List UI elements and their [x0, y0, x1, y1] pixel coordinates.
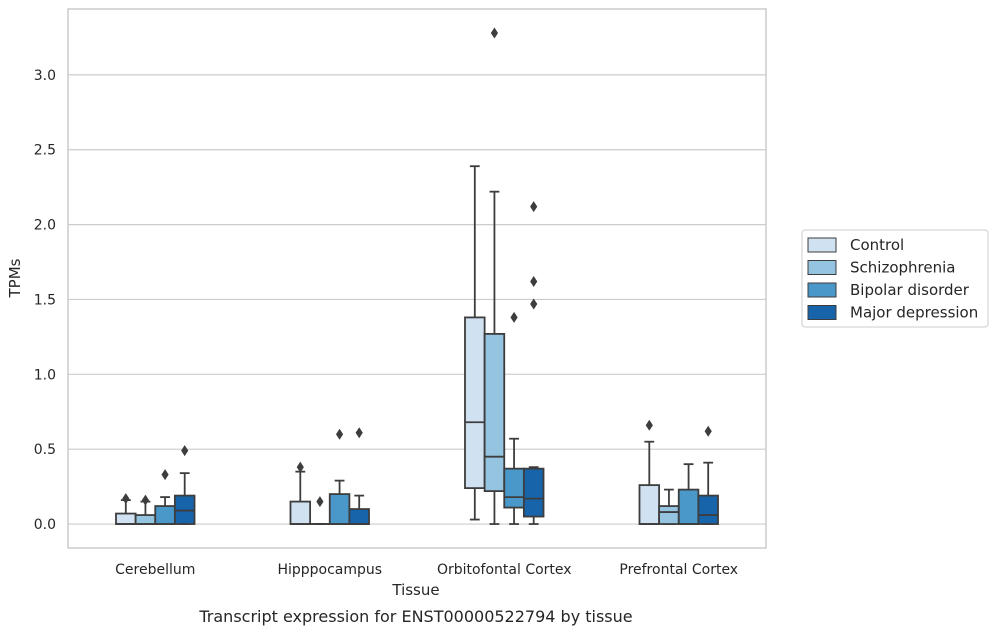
outlier-point: [335, 428, 344, 440]
outlier-point: [645, 419, 653, 431]
legend-frame: [801, 229, 989, 328]
box-bipolar-disorder-cerebellum: [154, 469, 176, 525]
outlier-point: [510, 311, 518, 323]
box-major-depression-cerebellum: [173, 445, 196, 525]
box-control-hipppocampus: [289, 461, 312, 525]
box-schizophrenia-orbitofontal-cortex: [483, 27, 506, 525]
legend-swatch: [807, 260, 837, 275]
x-tick-label: Cerebellum: [115, 562, 195, 578]
box-body: [115, 512, 137, 525]
outlier-point: [490, 27, 499, 39]
box-body: [348, 508, 370, 525]
outlier-point: [316, 496, 324, 508]
y-axis-ticks: 0.0 0.5 1.0 1.5 2.0 2.5 3.0: [34, 68, 56, 533]
box-schizophrenia-cerebellum: [134, 494, 157, 525]
legend-swatch: [807, 282, 837, 298]
x-tick-label: Prefrontal Cortex: [619, 562, 738, 578]
outlier-point: [161, 469, 169, 481]
box-body: [658, 505, 680, 525]
box-body: [697, 494, 719, 525]
box-major-depression-hipppocampus: [348, 427, 370, 525]
x-tick-label: Hipppocampus: [277, 562, 382, 578]
chart-caption: Transcript expression for ENST0000052279…: [198, 607, 632, 626]
outlier-point: [181, 445, 189, 457]
outlier-point: [530, 201, 538, 213]
y-tick-label: 0.5: [34, 442, 56, 458]
outlier-point: [530, 298, 538, 310]
legend-swatch: [807, 237, 837, 253]
box-body: [134, 514, 157, 525]
box-body: [328, 493, 351, 525]
y-axis-label: TPMs: [6, 258, 24, 298]
box-control-orbitofontal-cortex: [464, 165, 486, 521]
box-major-depression-orbitofontal-cortex: [522, 201, 545, 525]
legend: Control Schizophrenia Bipolar disorder Majo…: [801, 229, 989, 328]
outlier-point: [122, 493, 130, 505]
plot-frame: [67, 8, 767, 549]
outlier-point: [355, 427, 363, 439]
box-control-cerebellum: [115, 493, 137, 525]
legend-label: Control: [850, 236, 904, 254]
x-axis-label: Tissue: [391, 581, 439, 599]
box-body: [154, 505, 176, 525]
legend-label: Schizophrenia: [850, 259, 955, 277]
y-tick-label: 1.5: [34, 292, 56, 308]
y-tick-label: 2.5: [34, 143, 56, 159]
outlier-point: [704, 425, 712, 437]
y-tick-label: 1.0: [34, 367, 56, 383]
box-body: [522, 467, 545, 518]
outlier-point: [296, 461, 304, 473]
box-bipolar-disorder-orbitofontal-cortex: [503, 311, 525, 525]
box-major-depression-prefrontal-cortex: [697, 425, 719, 525]
box-body: [483, 332, 506, 493]
x-axis-ticks: Cerebellum Hipppocampus Orbitofontal Corte…: [115, 562, 738, 578]
box-bipolar-disorder-hipppocampus: [328, 428, 351, 525]
y-tick-label: 0.0: [34, 517, 56, 533]
y-tick-label: 2.0: [34, 218, 56, 234]
legend-label: Bipolar disorder: [850, 281, 970, 299]
box-body: [638, 484, 661, 525]
box-body: [503, 467, 525, 509]
box-body: [464, 316, 486, 490]
box-control-prefrontal-cortex: [638, 419, 661, 525]
outlier-point: [141, 494, 150, 506]
box-series: [115, 27, 719, 525]
legend-label: Major depression: [850, 304, 978, 322]
x-tick-label: Orbitofontal Cortex: [437, 562, 572, 578]
plot-area: [67, 8, 767, 549]
box-body: [289, 500, 312, 525]
outlier-point: [530, 275, 538, 287]
box-body: [677, 488, 700, 525]
legend-swatch: [807, 305, 837, 320]
y-tick-label: 3.0: [34, 68, 56, 84]
